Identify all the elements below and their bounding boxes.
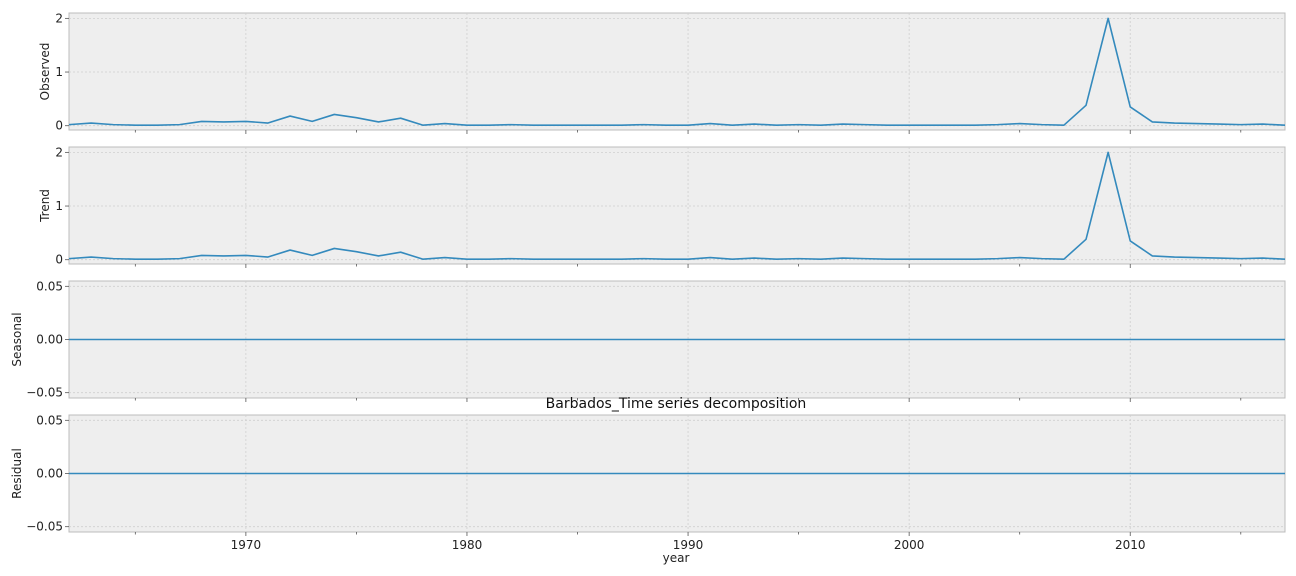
x-tick-label: 1970 <box>231 538 262 552</box>
trend-y-tick-label: 0 <box>55 253 63 267</box>
observed-series-line <box>69 17 1285 126</box>
trend-y-tick-label: 1 <box>55 199 63 213</box>
residual-y-tick-label: 0.05 <box>36 413 63 427</box>
seasonal-y-tick-label: 0.00 <box>36 333 63 347</box>
trend-series-line <box>69 151 1285 260</box>
observed-y-tick-label: 1 <box>55 65 63 79</box>
residual-panel: 1970 1980 1990 2000 2010 −0.05 0.00 0.05 Residua… <box>10 413 1286 552</box>
seasonal-y-axis-label: Seasonal <box>10 312 24 366</box>
trend-panel: 0 1 2 Trend <box>38 145 1286 268</box>
seasonal-y-tick-label: −0.05 <box>26 386 63 400</box>
residual-y-tick-label: 0.00 <box>36 467 63 481</box>
x-tick-label: 1990 <box>673 538 704 552</box>
observed-y-tick-label: 2 <box>55 11 63 25</box>
observed-plot-area <box>68 12 1286 131</box>
trend-plot-area <box>68 146 1286 265</box>
x-tick-label: 1980 <box>452 538 483 552</box>
seasonal-y-tick-label: 0.05 <box>36 279 63 293</box>
chart-title: Barbados_Time series decomposition <box>546 396 807 412</box>
residual-y-tick-label: −0.05 <box>26 520 63 534</box>
trend-y-tick-label: 2 <box>55 145 63 159</box>
observed-y-axis-label: Observed <box>38 43 52 101</box>
panels-group: 0 1 2 Observed 0 1 2 Trend −0.05 0.00 0.05 Seasonal… <box>10 11 1286 552</box>
x-tick-label: 2000 <box>894 538 925 552</box>
observed-panel: 0 1 2 Observed <box>38 11 1286 134</box>
trend-y-axis-label: Trend <box>38 189 52 223</box>
x-tick-label: 2010 <box>1115 538 1146 552</box>
seasonal-panel: −0.05 0.00 0.05 Seasonal <box>10 279 1286 402</box>
residual-y-axis-label: Residual <box>10 448 24 499</box>
x-axis-label: year <box>663 551 690 565</box>
observed-y-tick-label: 0 <box>55 119 63 133</box>
